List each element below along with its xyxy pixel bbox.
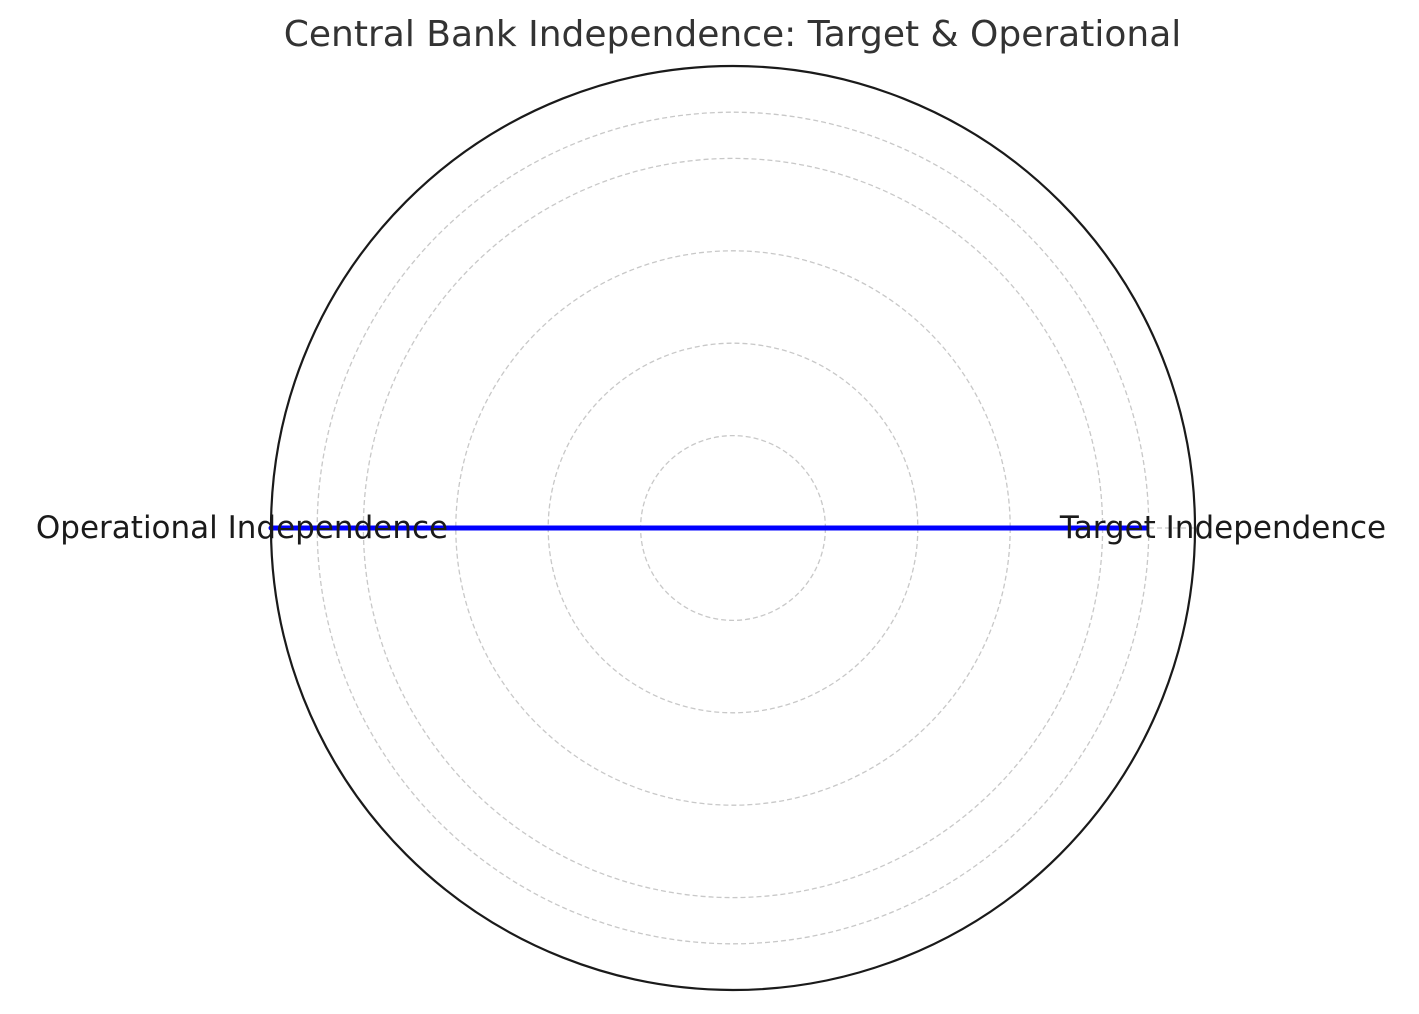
polar-frame (269, 64, 1197, 992)
category-label: Operational Independence (36, 510, 448, 546)
category-label: Target Independence (1059, 510, 1386, 546)
label-layer: Target Independence Operational Independe… (36, 510, 1386, 546)
frame-layer (269, 64, 1197, 992)
chart-title: Central Bank Independence: Target & Oper… (283, 14, 1182, 55)
